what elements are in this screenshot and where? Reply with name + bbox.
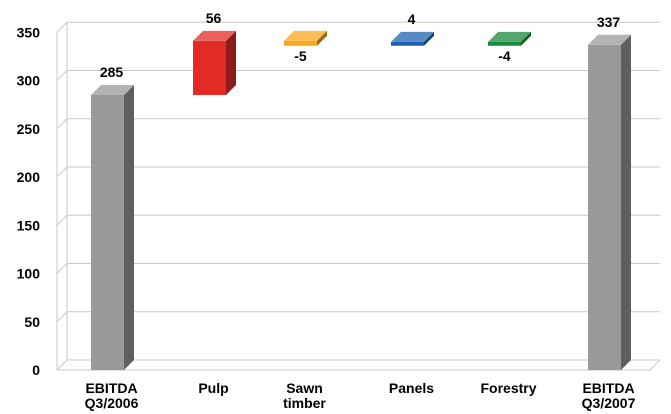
chart-frame: [56, 22, 661, 371]
floor-right-edge: [649, 359, 661, 371]
data-label: 56: [206, 10, 222, 26]
y-tick-label: 150: [17, 217, 41, 233]
bar-front: [91, 94, 124, 370]
y-axis: 0 50 100 150 200 250 300 350: [17, 24, 41, 378]
bar-side: [521, 31, 531, 46]
bar-front: [391, 41, 424, 46]
bar-side: [424, 31, 434, 46]
bar-3: [391, 31, 434, 46]
bar-top: [588, 34, 631, 45]
bar-top: [391, 31, 434, 42]
x-tick-label: EBITDA Q3/2007: [582, 380, 636, 411]
data-label: 285: [100, 64, 124, 80]
bar-4: [488, 31, 531, 46]
bar-front: [193, 40, 226, 95]
bar-front: [284, 40, 317, 46]
bar-top: [91, 84, 134, 95]
bars-group: 285 56 -5 4 -4 337: [91, 10, 631, 371]
gridline-diagonal: [56, 70, 68, 81]
bar-front: [588, 44, 621, 371]
y-tick-label: 300: [17, 73, 41, 89]
data-label: 337: [597, 14, 621, 30]
bar-0: [91, 84, 134, 370]
bar-side: [226, 30, 236, 95]
x-tick-label: Pulp: [198, 380, 228, 396]
gridline-diagonal: [56, 118, 68, 130]
y-tick-label: 100: [17, 266, 41, 282]
bar-1: [193, 30, 236, 95]
grid-lines: [56, 21, 660, 371]
y-tick-label: 200: [17, 169, 41, 185]
gridline-diagonal: [56, 214, 68, 226]
bar-side: [124, 84, 134, 370]
bar-side: [621, 34, 631, 371]
y-tick-label: 250: [17, 121, 41, 137]
bar-side: [317, 30, 327, 46]
x-tick-label: Panels: [389, 380, 434, 396]
gridline-diagonal: [56, 21, 68, 33]
y-tick-label: 50: [24, 314, 40, 330]
y-tick-label: 350: [17, 24, 41, 40]
y-tick-label: 0: [32, 362, 40, 378]
bar-5: [588, 34, 631, 371]
data-label: 4: [408, 11, 416, 27]
bar-top: [193, 30, 236, 41]
x-tick-label: Sawn timber: [283, 380, 326, 411]
x-tick-label: EBITDA Q3/2006: [85, 380, 139, 411]
x-axis: EBITDA Q3/2006 Pulp Sawn timber Panels Forestr…: [85, 380, 636, 411]
bar-2: [284, 30, 327, 46]
gridline-diagonal: [56, 166, 68, 178]
bar-top: [488, 31, 531, 42]
bar-top: [284, 30, 327, 41]
gridline-diagonal: [56, 311, 68, 323]
data-label: -5: [294, 48, 307, 64]
bar-front: [488, 41, 521, 46]
x-tick-label: Forestry: [480, 380, 536, 396]
gridline-diagonal: [56, 359, 68, 371]
gridline-diagonal: [56, 263, 68, 274]
data-label: -4: [498, 48, 511, 64]
